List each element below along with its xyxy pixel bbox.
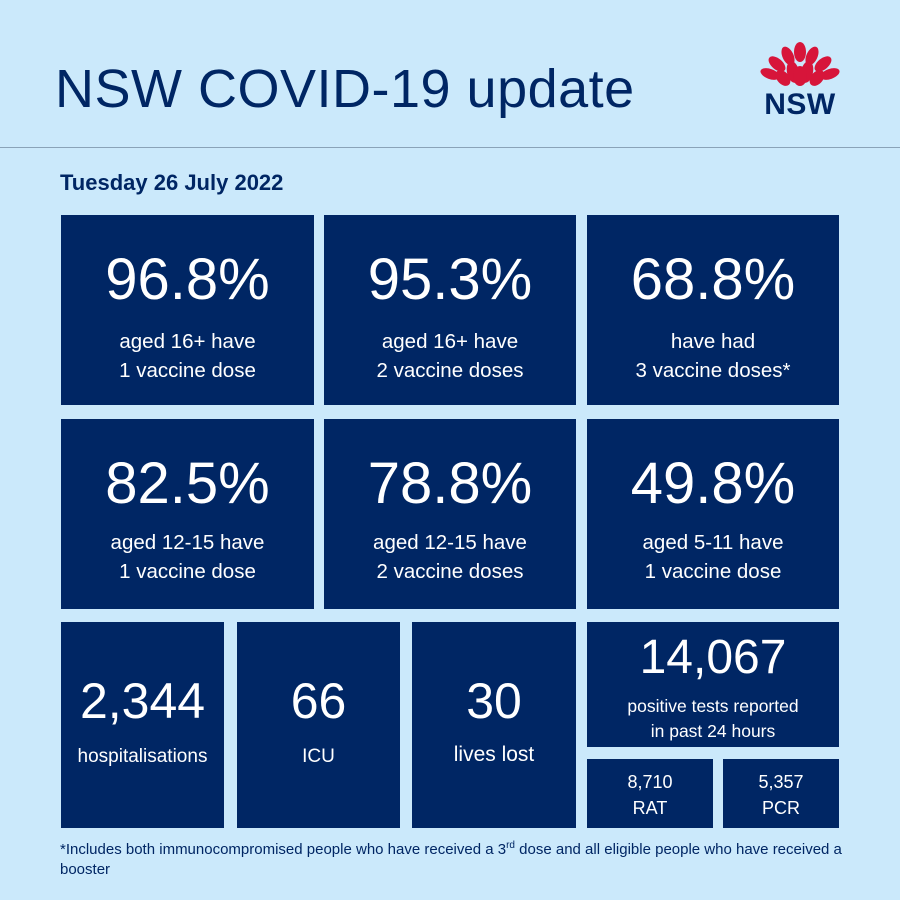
vaccine-tile-12to15-2dose: 78.8% aged 12-15 have 2 vaccine doses: [324, 419, 576, 609]
rat-count: 8,710: [627, 772, 673, 792]
nsw-logo: NSW: [755, 42, 845, 122]
vaccine-percentage: 78.8%: [367, 451, 533, 516]
report-date: Tuesday 26 July 2022: [60, 170, 284, 195]
page-title: NSW COVID-19 update: [55, 59, 635, 119]
icu-tile: 66 ICU: [237, 622, 400, 828]
vaccine-tile-3dose: 68.8% have had 3 vaccine doses*: [587, 215, 839, 405]
lives-lost-tile: 30 lives lost: [412, 622, 576, 828]
vaccine-label: aged 16+ have 2 vaccine doses: [376, 330, 524, 382]
vaccine-tile-16plus-1dose: 96.8% aged 16+ have 1 vaccine dose: [61, 215, 314, 405]
vaccine-tile-12to15-1dose: 82.5% aged 12-15 have 1 vaccine dose: [61, 419, 314, 609]
lives-lost-count: 30: [466, 673, 522, 729]
vaccine-percentage: 95.3%: [367, 247, 533, 312]
rat-label: RAT: [632, 798, 668, 818]
vaccine-percentage: 96.8%: [105, 247, 270, 312]
pcr-label: PCR: [761, 798, 800, 818]
vaccine-percentage: 68.8%: [630, 247, 796, 312]
waratah-icon: [760, 42, 840, 86]
positive-tests-count: 14,067: [639, 631, 787, 684]
rat-tile: 8,710 RAT: [587, 759, 713, 828]
footnote: *Includes both immunocompromised people …: [60, 840, 842, 879]
vaccine-percentage: 49.8%: [630, 451, 796, 516]
pcr-count: 5,357: [758, 772, 804, 792]
pcr-tile: 5,357 PCR: [723, 759, 839, 828]
hospitalisations-count: 2,344: [79, 673, 206, 729]
vaccine-label: aged 12-15 have 2 vaccine doses: [373, 531, 527, 583]
positive-tests-tile: 14,067 positive tests reported in past 2…: [587, 622, 839, 747]
positive-tests-label: positive tests reported in past 24 hours: [627, 696, 799, 741]
logo-text: NSW: [764, 88, 836, 121]
vaccine-tile-5to11-1dose: 49.8% aged 5-11 have 1 vaccine dose: [587, 419, 839, 609]
lives-lost-label: lives lost: [453, 743, 535, 766]
icu-count: 66: [290, 673, 347, 729]
vaccine-label: aged 12-15 have 1 vaccine dose: [110, 531, 265, 583]
vaccine-label: aged 5-11 have 1 vaccine dose: [642, 531, 784, 583]
vaccine-label: aged 16+ have 1 vaccine dose: [119, 330, 256, 382]
hospitalisations-label: hospitalisations: [77, 746, 208, 767]
vaccine-percentage: 82.5%: [105, 451, 270, 516]
hospitalisations-tile: 2,344 hospitalisations: [61, 622, 224, 828]
vaccine-label: have had 3 vaccine doses*: [635, 330, 791, 382]
header-divider: [0, 147, 900, 148]
icu-label: ICU: [302, 746, 335, 767]
vaccine-tile-16plus-2dose: 95.3% aged 16+ have 2 vaccine doses: [324, 215, 576, 405]
